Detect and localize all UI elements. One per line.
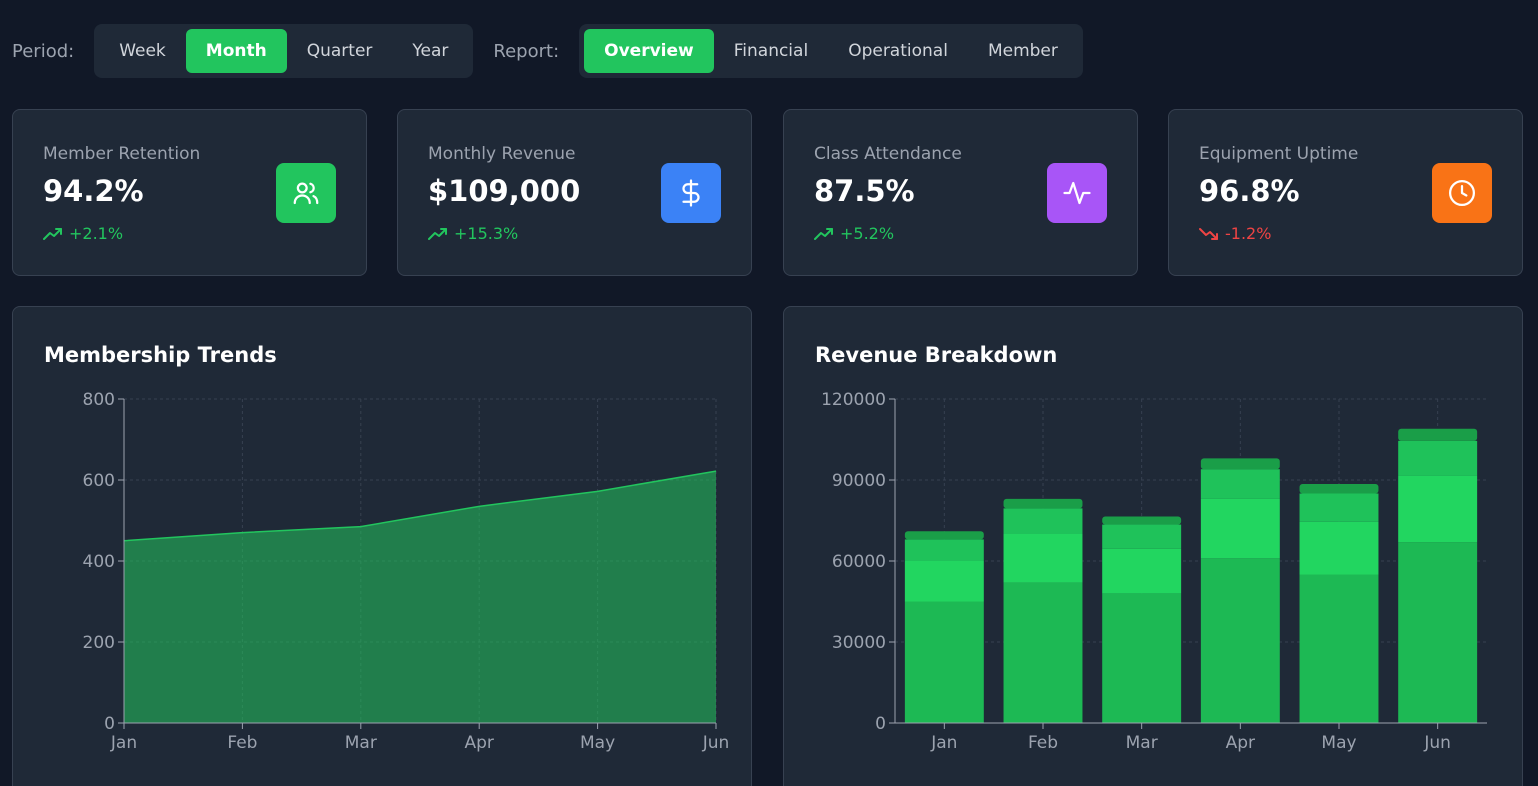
bar-segment — [1299, 521, 1379, 575]
bar-segment — [1398, 542, 1478, 723]
kpi-title: Equipment Uptime — [1199, 144, 1359, 164]
area-line — [123, 470, 717, 542]
bar-segment — [1102, 548, 1182, 594]
trend-up-icon — [43, 227, 62, 240]
report-option-financial[interactable]: Financial — [733, 41, 809, 61]
dollar-icon — [661, 163, 721, 223]
bar-segment — [1200, 558, 1280, 723]
kpi-delta-text: +2.1% — [69, 224, 124, 243]
kpi-title: Member Retention — [43, 144, 201, 164]
period-option-month[interactable]: Month — [185, 29, 287, 73]
bar-segment — [1200, 498, 1280, 559]
kpi-value: 96.8% — [1199, 174, 1300, 208]
kpi-value: $109,000 — [428, 174, 581, 208]
kpi-card-monthly-revenue: Monthly Revenue $109,000 +15.3% — [397, 109, 752, 276]
kpi-delta-text: +5.2% — [840, 224, 895, 243]
y-tick-label: 120000 — [821, 390, 886, 410]
report-selector: Overview Financial Operational Member — [579, 24, 1083, 78]
period-option-week[interactable]: Week — [119, 41, 166, 61]
x-tick-label: Jun — [1423, 733, 1451, 753]
bar-segment — [1102, 516, 1182, 525]
x-tick-label: Apr — [1226, 733, 1255, 753]
trend-up-icon — [428, 227, 447, 240]
report-option-overview[interactable]: Overview — [584, 29, 714, 73]
report-option-member[interactable]: Member — [987, 41, 1058, 61]
x-tick-label: Mar — [1126, 733, 1158, 753]
chart-title: Revenue Breakdown — [815, 343, 1058, 367]
period-selector: Week Month Quarter Year — [94, 24, 474, 78]
x-tick-label: Apr — [464, 733, 493, 753]
membership-trends-panel: Membership Trends 0 200 400 600 800 Jan Feb Mar… — [12, 306, 752, 786]
y-tick-label: 600 — [83, 471, 115, 491]
bar-segment — [1398, 475, 1478, 543]
y-tick-label: 60000 — [832, 552, 886, 572]
revenue-breakdown-panel: Revenue Breakdown 0 30000 60000 90000 120000… — [783, 306, 1523, 786]
users-icon — [276, 163, 336, 223]
y-tick-label: 0 — [875, 714, 886, 734]
report-label: Report: — [493, 40, 560, 62]
bar-segment — [1200, 469, 1280, 499]
revenue-breakdown-chart: 0 30000 60000 90000 120000 Jan Feb Mar Apr May Jun — [821, 390, 1487, 753]
kpi-value: 87.5% — [814, 174, 915, 208]
chart-title: Membership Trends — [44, 343, 277, 367]
bar-segment — [1200, 458, 1280, 470]
trend-down-icon — [1199, 227, 1218, 240]
y-tick-label: 400 — [83, 552, 115, 572]
trend-up-icon — [814, 227, 833, 240]
kpi-delta: -1.2% — [1199, 224, 1271, 243]
y-tick-label: 0 — [104, 714, 115, 734]
y-tick-label: 200 — [83, 633, 115, 653]
kpi-delta: +2.1% — [43, 224, 123, 243]
kpi-title: Class Attendance — [814, 144, 962, 164]
bar-segment — [904, 539, 984, 561]
x-tick-label: May — [580, 733, 615, 753]
period-option-quarter[interactable]: Quarter — [306, 41, 373, 61]
y-tick-label: 90000 — [832, 471, 886, 491]
bar-segment — [1299, 574, 1379, 723]
period-option-year[interactable]: Year — [412, 41, 449, 61]
activity-icon — [1047, 163, 1107, 223]
x-tick-label: Jun — [702, 733, 730, 753]
bar-segment — [1102, 593, 1182, 723]
report-option-operational[interactable]: Operational — [848, 41, 948, 61]
kpi-card-equipment-uptime: Equipment Uptime 96.8% -1.2% — [1168, 109, 1523, 276]
bar-segment — [904, 561, 984, 602]
kpi-value: 94.2% — [43, 174, 144, 208]
kpi-card-member-retention: Member Retention 94.2% +2.1% — [12, 109, 367, 276]
kpi-delta: +15.3% — [428, 224, 518, 243]
bar-segment — [1102, 524, 1182, 549]
filter-bar: Period: Week Month Quarter Year Report: … — [12, 24, 1083, 78]
bar-segment — [1398, 428, 1478, 441]
x-tick-label: Mar — [345, 733, 377, 753]
clock-icon — [1432, 163, 1492, 223]
kpi-delta: +5.2% — [814, 224, 894, 243]
bar-segment — [1299, 493, 1379, 522]
x-tick-label: Feb — [1028, 733, 1058, 753]
bar-segment — [1003, 534, 1083, 583]
kpi-title: Monthly Revenue — [428, 144, 576, 164]
bar-segment — [1003, 508, 1083, 534]
bar-segment — [904, 531, 984, 540]
x-tick-label: Jan — [110, 733, 137, 753]
bar-segment — [904, 601, 984, 723]
y-tick-label: 30000 — [832, 633, 886, 653]
x-tick-label: Feb — [227, 733, 257, 753]
membership-trends-chart: 0 200 400 600 800 Jan Feb Mar Apr May Jun — [83, 390, 730, 753]
bar-segment — [1003, 498, 1083, 509]
x-tick-label: Jan — [930, 733, 957, 753]
kpi-delta-text: -1.2% — [1225, 224, 1272, 243]
x-tick-label: May — [1321, 733, 1356, 753]
period-label: Period: — [12, 40, 75, 62]
y-tick-label: 800 — [83, 390, 115, 410]
kpi-delta-text: +15.3% — [454, 224, 519, 243]
kpi-card-class-attendance: Class Attendance 87.5% +5.2% — [783, 109, 1138, 276]
bar-segment — [1299, 484, 1379, 494]
bar-segment — [1398, 440, 1478, 476]
bar-segment — [1003, 582, 1083, 723]
area-fill — [124, 471, 716, 723]
